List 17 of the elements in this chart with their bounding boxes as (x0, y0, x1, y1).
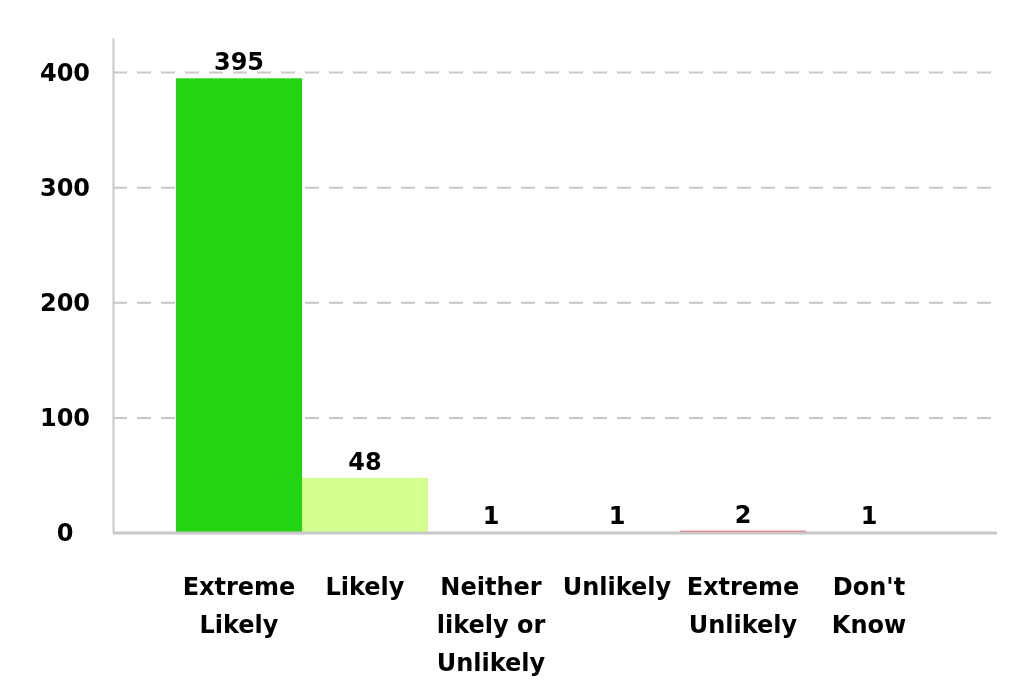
x-tick-label: Don't Know (831, 573, 907, 639)
data-label: 395 (213, 48, 265, 77)
x-tick-label: Neither likely or Unlikely (436, 573, 546, 677)
x-tick-label: Extreme Unlikely (686, 573, 800, 639)
y-tick-label: 100 (39, 404, 91, 433)
data-label: 1 (860, 501, 878, 530)
y-tick-label: 400 (39, 58, 91, 87)
x-tick-label: Likely (325, 573, 405, 601)
x-tick-label: Extreme Likely (182, 573, 296, 639)
data-label: 48 (348, 447, 382, 476)
data-label: 2 (734, 500, 752, 529)
y-tick-label: 0 (56, 519, 74, 548)
y-tick-label: 300 (39, 173, 91, 202)
x-tick-label: Unlikely (562, 573, 672, 601)
y-tick-label: 200 (39, 288, 91, 317)
data-label: 1 (608, 501, 626, 530)
data-label: 1 (482, 501, 500, 530)
